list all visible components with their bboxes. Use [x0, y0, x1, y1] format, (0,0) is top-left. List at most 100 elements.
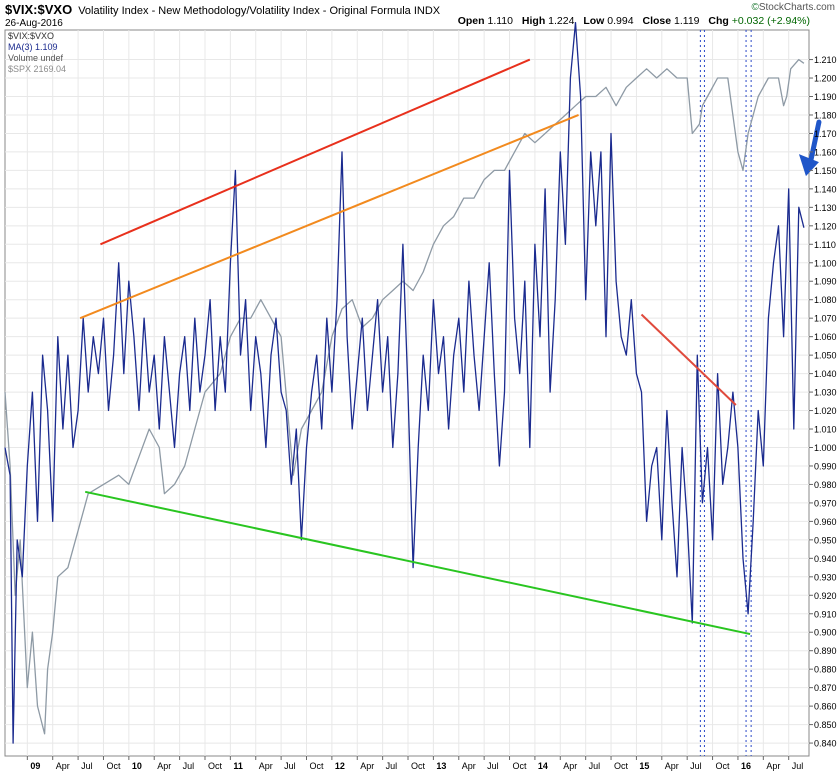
x-tick-label: 13: [436, 761, 446, 771]
x-tick-label: 11: [233, 761, 243, 771]
spx-series-line: [4, 58, 805, 735]
x-tick-label: Jul: [589, 761, 601, 771]
trendlines: [79, 58, 751, 636]
y-tick-label: 0.920: [814, 591, 837, 601]
x-tick-label: 09: [30, 761, 40, 771]
x-tick-label: Jul: [81, 761, 93, 771]
arrow-head: [798, 154, 819, 177]
y-tick-label: 1.080: [814, 295, 837, 305]
x-tick-label: Apr: [766, 761, 780, 771]
legend-volume: Volume undef: [8, 53, 64, 63]
y-tick-label: 1.040: [814, 369, 837, 379]
x-tick-label: 16: [741, 761, 751, 771]
y-tick-label: 1.180: [814, 110, 837, 120]
x-tick-label: Apr: [157, 761, 171, 771]
y-tick-label: 0.990: [814, 461, 837, 471]
y-tick-label: 0.980: [814, 480, 837, 490]
y-tick-label: 1.210: [814, 55, 837, 65]
y-axis: 1.210 1.200 1.190 1.180 1.170 1.160 1.150 1.140…: [809, 55, 837, 749]
chart-date: 26-Aug-2016: [5, 18, 63, 29]
legend-ma: MA(3) 1.109: [8, 42, 58, 52]
x-tick-label: Jul: [487, 761, 499, 771]
y-tick-label: 1.170: [814, 129, 837, 139]
y-tick-label: 0.850: [814, 720, 837, 730]
y-tick-label: 0.970: [814, 498, 837, 508]
y-tick-label: 0.900: [814, 628, 837, 638]
close-value: 1.119: [674, 15, 700, 27]
chart-header: $VIX:$VXO Volatility Index - New Methodol…: [0, 0, 840, 30]
x-tick-label: Jul: [183, 761, 195, 771]
x-tick-label: Apr: [462, 761, 476, 771]
plot-area: [4, 29, 810, 757]
y-tick-label: 1.120: [814, 221, 837, 231]
y-tick-label: 1.010: [814, 425, 837, 435]
low-label: Low: [583, 15, 605, 27]
ohlc-readout: Open 1.110 High 1.224 Low 0.994 Close 1.…: [452, 15, 810, 27]
x-tick-label: Oct: [310, 761, 325, 771]
series-group: [4, 21, 805, 744]
y-tick-label: 1.160: [814, 147, 837, 157]
x-tick-label: 12: [335, 761, 345, 771]
lower-trendline: [84, 490, 751, 636]
x-tick-label: 15: [639, 761, 649, 771]
y-tick-label: 1.190: [814, 92, 837, 102]
x-tick-label: Oct: [208, 761, 223, 771]
y-tick-label: 0.950: [814, 535, 837, 545]
copyright-icon: ©: [751, 2, 759, 13]
y-tick-label: 1.150: [814, 166, 837, 176]
ratio-series-line: [4, 21, 805, 744]
mid-trendline: [79, 114, 579, 320]
y-tick-label: 1.140: [814, 184, 837, 194]
chg-label: Chg: [708, 15, 729, 27]
y-tick-label: 0.960: [814, 517, 837, 527]
high-label: High: [521, 15, 546, 27]
y-tick-label: 0.840: [814, 739, 837, 749]
x-tick-label: Apr: [56, 761, 70, 771]
x-tick-label: Jul: [284, 761, 296, 771]
x-tick-label: Oct: [411, 761, 426, 771]
x-tick-label: Oct: [716, 761, 731, 771]
x-tick-label: Oct: [614, 761, 629, 771]
y-tick-label: 1.070: [814, 314, 837, 324]
low-value: 0.994: [607, 15, 634, 27]
symbol-description: Volatility Index - New Methodology/Volat…: [78, 5, 441, 17]
chart-title: $VIX:$VXO Volatility Index - New Methodol…: [5, 2, 440, 17]
y-tick-label: 1.060: [814, 332, 837, 342]
y-tick-label: 0.870: [814, 683, 837, 693]
y-tick-label: 1.000: [814, 443, 837, 453]
watermark-text: StockCharts.com: [758, 2, 835, 13]
recent-trendline: [640, 313, 737, 406]
x-tick-label: Oct: [513, 761, 528, 771]
y-tick-label: 1.050: [814, 351, 837, 361]
arrow-shaft: [808, 119, 822, 163]
y-tick-label: 0.880: [814, 665, 837, 675]
y-tick-label: 0.910: [814, 609, 837, 619]
y-tick-label: 1.110: [814, 240, 836, 250]
x-tick-label: Apr: [563, 761, 577, 771]
x-tick-label: Apr: [259, 761, 273, 771]
upper-trendline: [100, 58, 531, 246]
y-tick-label: 0.940: [814, 554, 837, 564]
x-tick-label: Jul: [386, 761, 398, 771]
y-tick-label: 0.890: [814, 646, 837, 656]
y-tick-label: 1.030: [814, 388, 837, 398]
x-tick-label: Jul: [792, 761, 804, 771]
x-tick-label: Apr: [665, 761, 679, 771]
x-tick-label: 10: [132, 761, 142, 771]
symbol-label: $VIX:$VXO: [5, 2, 73, 17]
watermark[interactable]: ©StockCharts.com: [751, 2, 835, 13]
legend: $VIX:$VXO MA(3) 1.109 Volume undef $SPX …: [8, 31, 66, 75]
legend-spx: $SPX 2169.04: [8, 64, 67, 74]
x-tick-label: 14: [538, 761, 548, 771]
y-tick-label: 1.100: [814, 258, 837, 268]
x-tick-label: Oct: [106, 761, 121, 771]
x-tick-label: Apr: [360, 761, 374, 771]
arrow-annotation: [798, 119, 822, 177]
legend-ratio: $VIX:$VXO: [8, 31, 55, 41]
y-tick-label: 1.130: [814, 203, 837, 213]
open-label: Open: [457, 15, 485, 27]
y-tick-label: 1.020: [814, 406, 837, 416]
y-tick-label: 1.200: [814, 74, 837, 84]
open-value: 1.110: [487, 15, 513, 27]
